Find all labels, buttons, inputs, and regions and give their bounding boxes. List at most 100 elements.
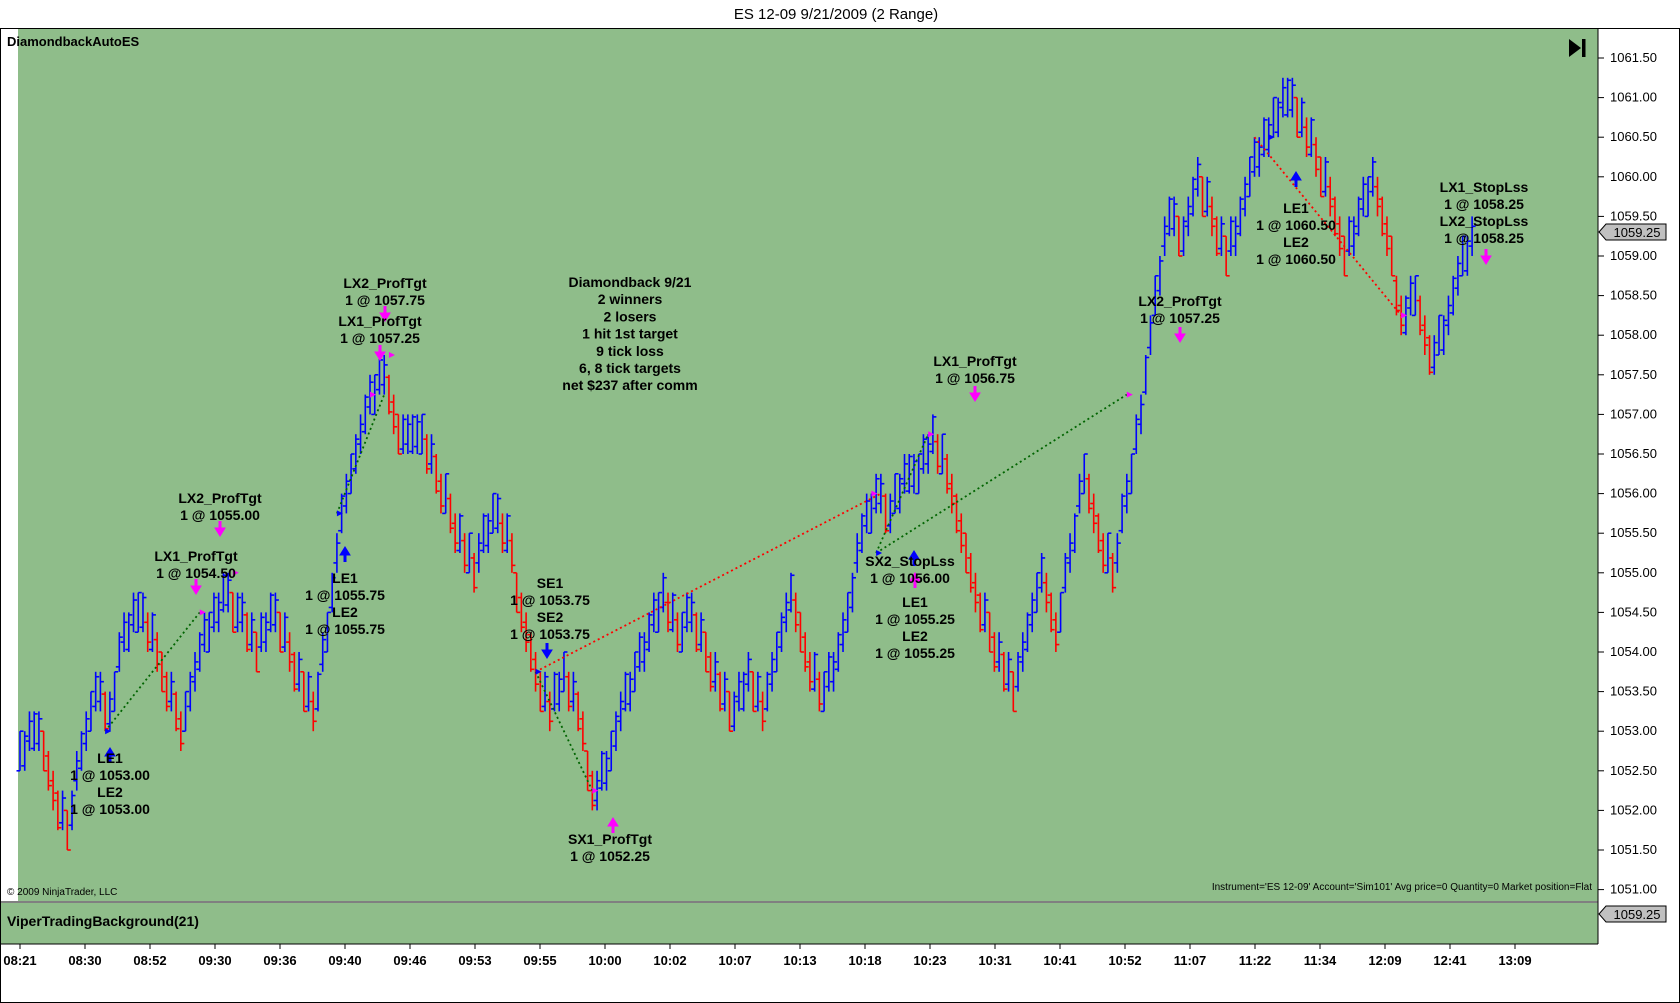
y-tick-label: 1051.50 [1610, 842, 1657, 857]
last-price-box: 1059.25 [1598, 223, 1667, 241]
up-bar [858, 513, 866, 553]
down-bar [243, 612, 251, 652]
down-bar [527, 632, 535, 672]
signal-label: 1 @ 1055.75 [305, 621, 385, 637]
up-bar [428, 434, 436, 474]
x-tick-label: 11:34 [1304, 953, 1337, 968]
up-bar [730, 691, 738, 732]
up-bar [1104, 532, 1112, 574]
down-bar [229, 591, 237, 634]
down-bar [796, 611, 804, 653]
x-tick-label: 11:22 [1239, 953, 1272, 968]
up-bar [924, 434, 932, 474]
x-tick-label: 09:53 [458, 953, 491, 968]
up-bar [1142, 355, 1150, 395]
up-bar [1232, 216, 1240, 256]
signal-label: SX2_StopLss [865, 553, 955, 569]
down-bar [1000, 652, 1008, 692]
up-bar [778, 612, 786, 652]
up-bar [773, 631, 781, 673]
down-bar [692, 612, 700, 652]
signal-arrow-icon [1480, 249, 1492, 265]
up-bar [16, 730, 24, 772]
down-bar [801, 632, 809, 672]
up-bar [1407, 275, 1415, 316]
up-bar [1161, 216, 1169, 256]
up-bar [380, 355, 388, 395]
up-bar [248, 612, 256, 652]
up-bar [1151, 274, 1159, 317]
up-bar [357, 414, 365, 454]
x-tick-label: 09:46 [393, 953, 426, 968]
up-bar [1227, 216, 1235, 256]
up-bar [319, 632, 327, 672]
annotation-line: Diamondback 9/21 [569, 274, 692, 290]
up-bar [853, 533, 861, 573]
last-price-label: 1059.25 [1614, 225, 1661, 240]
up-bar [92, 671, 100, 712]
up-bar [1217, 216, 1225, 256]
indicator-value-pointer [1598, 905, 1667, 923]
up-bar [1449, 275, 1457, 316]
up-bar [35, 711, 43, 751]
signal-label: 1 @ 1057.25 [1140, 310, 1220, 326]
up-bar [1203, 176, 1211, 217]
up-bar [139, 592, 147, 633]
down-bar [986, 611, 994, 653]
up-bar [1364, 176, 1372, 218]
up-bar [697, 612, 705, 652]
down-bar [1312, 137, 1320, 177]
up-bar [115, 632, 123, 672]
up-bar [896, 473, 904, 514]
up-bar [295, 652, 303, 692]
down-bar [451, 513, 459, 553]
signal-label: 1 @ 1056.75 [935, 370, 1015, 386]
up-bar [1014, 652, 1022, 692]
up-bar [598, 751, 606, 791]
up-bar [1411, 274, 1419, 317]
execution-marker [388, 352, 395, 358]
signal-label: 1 @ 1053.00 [70, 801, 150, 817]
up-bar [1359, 176, 1367, 217]
down-bar [934, 434, 942, 474]
x-tick-label: 09:55 [523, 953, 556, 968]
up-bar [1288, 77, 1296, 118]
up-bar [1170, 196, 1178, 237]
up-bar [1430, 335, 1438, 375]
up-bar [219, 572, 227, 613]
up-bar [617, 691, 625, 732]
down-bar [664, 592, 672, 633]
down-bar [749, 670, 757, 713]
x-tick-label: 10:41 [1043, 953, 1076, 968]
signal-label: LE2 [1283, 234, 1309, 250]
up-bar [1184, 196, 1192, 237]
signal-arrow-icon [374, 345, 386, 361]
down-bar [1222, 235, 1230, 277]
annotation-line: 9 tick loss [596, 343, 664, 359]
signal-arrow-icon [541, 643, 553, 659]
price-panel [18, 29, 1598, 901]
signal-label: 1 @ 1052.25 [570, 848, 650, 864]
execution-marker [928, 431, 935, 438]
signal-arrow-icon [1290, 171, 1302, 187]
up-bar [489, 492, 497, 535]
signal-label: LX2_StopLss [1440, 213, 1529, 229]
up-bar [59, 790, 67, 831]
down-bar [300, 670, 308, 713]
up-bar [740, 671, 748, 712]
up-bar [1165, 196, 1173, 237]
up-bar [905, 454, 913, 494]
x-tick-label: 11:07 [1174, 953, 1207, 968]
signal-label: LX1_ProfTgt [154, 548, 238, 564]
up-bar [636, 632, 644, 672]
x-tick-label: 09:30 [198, 953, 231, 968]
signal-arrow-icon [908, 550, 920, 566]
up-bar [919, 434, 927, 474]
down-bar [498, 513, 506, 553]
down-bar [1421, 315, 1429, 355]
skip-to-end-icon[interactable] [1569, 39, 1586, 57]
up-bar [1023, 612, 1031, 652]
x-tick-label: 10:18 [848, 953, 881, 968]
up-bar [1241, 176, 1249, 217]
y-tick-label: 1059.00 [1610, 248, 1657, 263]
